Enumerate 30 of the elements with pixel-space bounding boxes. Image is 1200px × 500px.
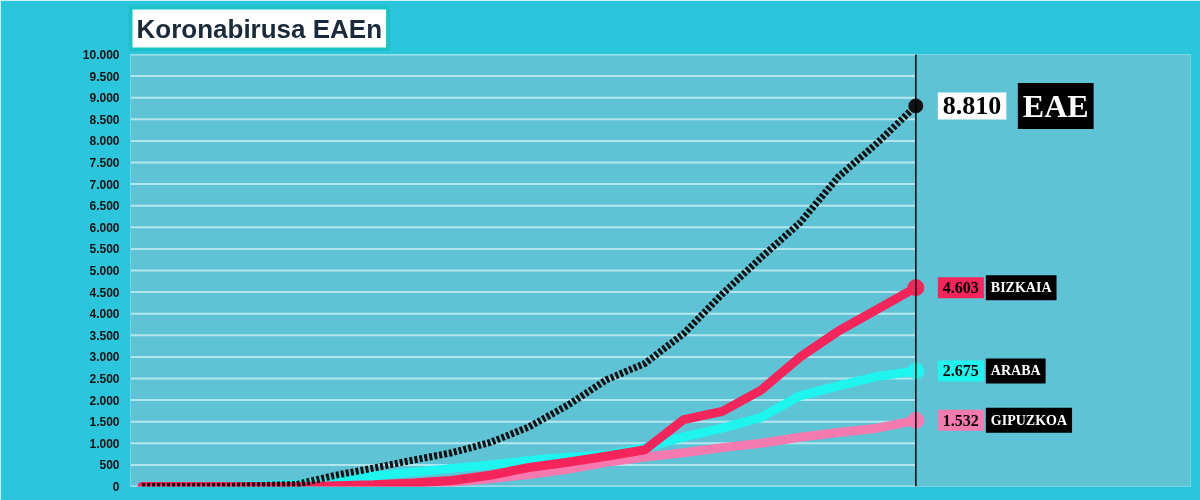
y-tick-label: 8.500 — [89, 112, 120, 127]
y-tick-label: 7.500 — [89, 156, 120, 170]
y-tick-label: 1.500 — [89, 415, 120, 430]
chart-title: Koronabirusa EAEn — [136, 13, 383, 44]
data-label: 2.675 — [942, 362, 979, 380]
y-tick-label: 8.000 — [89, 134, 120, 149]
y-tick-label: 9.000 — [89, 91, 120, 106]
y-tick-label: 3.000 — [89, 350, 120, 365]
data-label: 8.810 — [942, 91, 1002, 121]
y-tick-label: 0 — [112, 480, 120, 494]
y-tick-label: 4.500 — [89, 285, 120, 300]
y-tick-label: 2.500 — [89, 372, 120, 386]
data-label: 4.603 — [942, 279, 979, 297]
y-tick-label: 500 — [99, 458, 120, 473]
y-tick-label: 3.500 — [89, 328, 120, 343]
y-tick-label: 7.000 — [89, 177, 120, 192]
y-tick-label: 5.500 — [89, 242, 120, 257]
y-tick-label: 6.500 — [89, 199, 120, 214]
legend-label: GIPUZKOA — [990, 412, 1068, 428]
data-label: 1.532 — [942, 411, 979, 429]
legend-label: ARABA — [990, 363, 1042, 379]
y-tick-label: 6.000 — [89, 220, 120, 235]
y-tick-label: 5.000 — [89, 264, 120, 278]
y-tick-label: 1.000 — [89, 436, 120, 451]
legend-label: BIZKAIA — [990, 280, 1053, 296]
y-tick-label: 10.000 — [82, 48, 120, 62]
y-tick-label: 4.000 — [89, 307, 120, 322]
y-tick-label: 2.000 — [89, 393, 120, 408]
y-tick-label: 9.500 — [89, 69, 120, 84]
text: EAE — [1022, 87, 1089, 124]
